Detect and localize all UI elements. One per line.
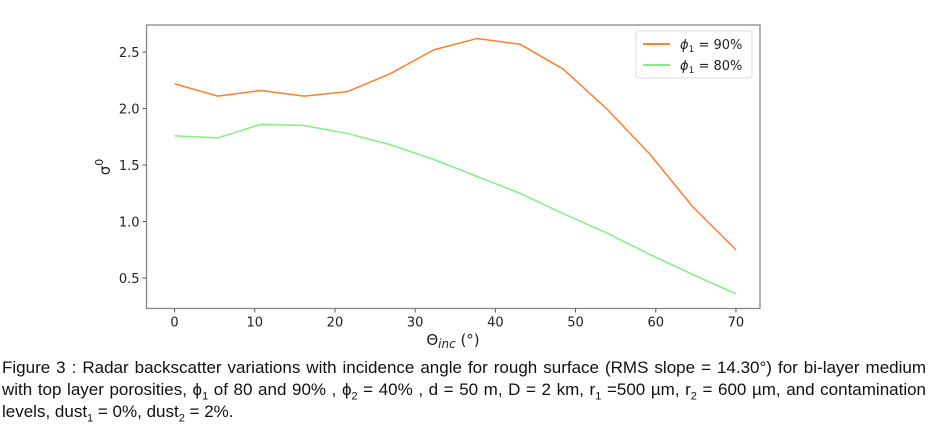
y-tick-label: 2.5 [119, 46, 140, 61]
x-tick-label: 20 [327, 316, 344, 331]
legend-label-series-0: ϕ1 = 90% [680, 38, 742, 55]
chart: 0 10 20 30 40 50 60 70 0.5 1.0 1.5 2.0 2.5 Θinc (°)… [93, 24, 761, 351]
caption-subscript: 2 [351, 390, 358, 403]
plot-frame [145, 24, 761, 310]
series-line-0 [174, 37, 737, 251]
caption-subscript: 1 [202, 390, 209, 403]
caption-subscript: 1 [87, 412, 94, 425]
caption-text: of 80 and 90% , ϕ [208, 380, 352, 399]
legend-label-series-1: ϕ1 = 80% [680, 59, 742, 76]
x-tick-label: 0 [170, 316, 178, 331]
x-tick-label: 60 [647, 316, 664, 331]
y-tick-label: 1.5 [119, 159, 140, 174]
series-line-1 [174, 123, 737, 295]
x-tick-label: 50 [567, 316, 584, 331]
x-tick-label: 10 [246, 316, 263, 331]
caption-text: = 0%, dust [93, 402, 179, 421]
caption-text: = 40% , d = 50 m, D = 2 km, r [357, 380, 596, 399]
y-axis-label: σ0 [93, 159, 114, 176]
x-tick-label: 40 [487, 316, 504, 331]
legend: ϕ1 = 90% ϕ1 = 80% [635, 30, 753, 79]
x-axis: 0 10 20 30 40 50 60 70 [170, 308, 745, 331]
y-tick-label: 1.0 [119, 216, 140, 231]
caption-text: = 600 µm, and contamination levels, dust [2, 380, 927, 421]
figure-caption: Figure 3 : Radar backscatter variations … [2, 357, 926, 425]
caption-subscript: 2 [178, 412, 185, 425]
caption-subscript: 2 [690, 390, 697, 403]
x-tick-label: 30 [407, 316, 424, 331]
x-axis-label: Θinc (°) [426, 331, 479, 351]
y-axis: 0.5 1.0 1.5 2.0 2.5 [119, 46, 147, 287]
y-tick-label: 2.0 [119, 103, 140, 118]
series-layer [174, 37, 737, 295]
caption-text: = 2%. [184, 402, 234, 421]
legend-frame [635, 30, 753, 79]
y-tick-label: 0.5 [119, 272, 140, 287]
x-tick-label: 70 [728, 316, 745, 331]
caption-text: Figure 3 : Radar backscatter variations … [2, 358, 926, 399]
caption-subscript: 1 [595, 390, 602, 403]
caption-text: =500 µm, r [601, 380, 691, 399]
